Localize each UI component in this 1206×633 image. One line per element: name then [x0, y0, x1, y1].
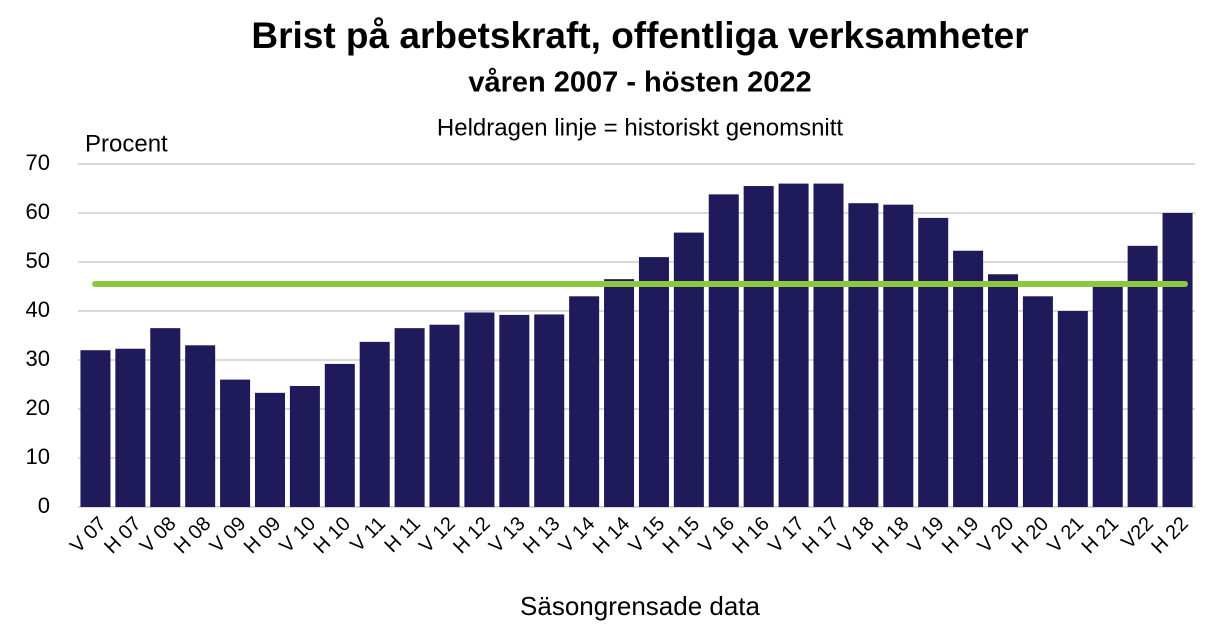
x-axis-label: Säsongrensade data	[520, 591, 761, 621]
annotation: Heldragen linje = historiskt genomsnitt	[437, 114, 844, 141]
x-tick-label: H 20	[1008, 513, 1053, 558]
y-tick-label: 10	[26, 444, 50, 469]
bar	[150, 328, 181, 507]
x-tick-label: H 08	[170, 513, 215, 558]
x-tick-label: H 07	[100, 513, 145, 558]
x-tick-label: H 16	[729, 513, 774, 558]
x-tick-label: V 16	[694, 513, 739, 558]
bar	[1127, 245, 1158, 507]
bar	[848, 203, 879, 507]
x-tick-label: V 14	[555, 513, 600, 558]
x-tick-label: V 19	[904, 513, 949, 558]
bar	[1092, 285, 1123, 507]
y-tick-label: 30	[26, 346, 50, 371]
bar	[185, 345, 216, 507]
bar	[359, 341, 390, 507]
x-tick-label: H 15	[659, 513, 704, 558]
bar	[220, 379, 251, 507]
x-tick-label: V 09	[206, 513, 251, 558]
bar	[813, 183, 844, 507]
x-tick-label: H 13	[519, 513, 564, 558]
x-tick-label: V 18	[834, 513, 879, 558]
x-tick-label: V 07	[66, 513, 111, 558]
bar	[1162, 213, 1193, 507]
y-tick-label: 40	[26, 297, 50, 322]
y-tick-label: 70	[26, 150, 50, 175]
x-tick-label: H 10	[310, 513, 355, 558]
x-tick-label: H 09	[240, 513, 285, 558]
bar	[883, 204, 914, 508]
bar	[464, 312, 495, 507]
x-tick-label: H 14	[589, 513, 634, 558]
y-tick-label: 50	[26, 248, 50, 273]
bar	[254, 392, 285, 507]
x-tick-label: H 22	[1147, 513, 1192, 558]
bar	[673, 232, 704, 507]
bar	[394, 328, 425, 507]
y-axis-label: Procent	[85, 130, 168, 157]
bar	[708, 194, 739, 507]
bar	[1057, 311, 1088, 507]
x-tick-label: H 18	[868, 513, 913, 558]
bar	[988, 274, 1019, 507]
bar	[778, 183, 809, 507]
bar	[743, 186, 774, 508]
y-tick-label: 20	[26, 395, 50, 420]
bar	[499, 314, 530, 507]
bar	[918, 217, 949, 507]
x-tick-label: H 12	[449, 513, 494, 558]
bar	[569, 296, 600, 507]
bar	[953, 250, 984, 508]
x-tick-label: V 13	[485, 513, 530, 558]
bar	[324, 363, 355, 507]
x-tick-label: V 17	[764, 513, 809, 558]
bar	[534, 314, 565, 507]
x-tick-label: V 20	[974, 513, 1019, 558]
x-tick-label: H 21	[1078, 513, 1123, 558]
x-tick-label: V 08	[136, 513, 181, 558]
bar	[115, 348, 146, 507]
bar	[289, 385, 320, 507]
chart-subtitle: våren 2007 - hösten 2022	[468, 67, 811, 99]
x-tick-label: H 17	[798, 513, 843, 558]
bar	[638, 257, 669, 507]
bar	[80, 350, 111, 507]
y-tick-label: 60	[26, 199, 50, 224]
x-tick-label: V 21	[1043, 513, 1088, 558]
chart-title: Brist på arbetskraft, offentliga verksam…	[251, 15, 1028, 56]
bar	[604, 279, 635, 507]
bar	[1022, 296, 1053, 507]
bar	[429, 324, 460, 507]
x-tick-label: V 15	[625, 513, 670, 558]
y-tick-label: 0	[38, 493, 50, 518]
x-tick-label: H 19	[938, 513, 983, 558]
x-tick-label: H 11	[380, 513, 424, 557]
x-tick-label: V 12	[415, 513, 460, 558]
x-tick-label: V 11	[346, 513, 390, 557]
x-tick-label: V 10	[276, 513, 321, 558]
